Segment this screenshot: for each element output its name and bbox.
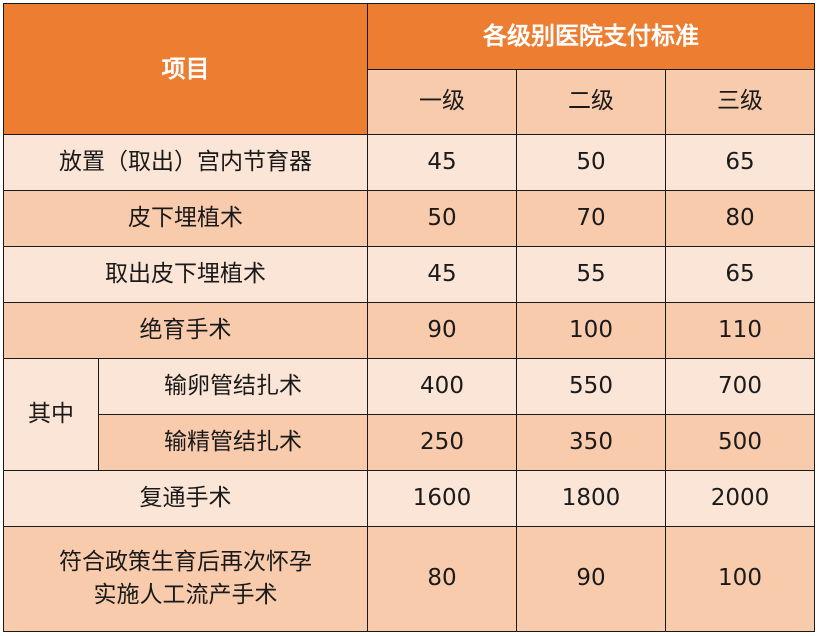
payment-standard-table: 项目 各级别医院支付标准 一级 二级 三级 放置（取出）宫内节育器 45 50 …: [3, 3, 816, 632]
table-row: 符合政策生育后再次怀孕 实施人工流产手术 80 90 100: [3, 526, 816, 632]
row-name: 复通手术: [3, 470, 368, 527]
cell: 70: [516, 190, 666, 247]
cell: 50: [516, 134, 666, 191]
row-name-line-1: 符合政策生育后再次怀孕: [59, 548, 312, 575]
cell: 45: [367, 134, 517, 191]
cell: 400: [367, 358, 517, 415]
header-level-3: 三级: [664, 69, 816, 135]
cell: 2000: [664, 470, 816, 527]
row-name-line-2: 实施人工流产手术: [93, 582, 278, 608]
row-name: 符合政策生育后再次怀孕 实施人工流产手术: [3, 526, 368, 632]
cell: 50: [367, 190, 517, 247]
cell: 80: [367, 526, 517, 632]
table-row: 皮下埋植术 50 70 80: [3, 190, 816, 247]
cell: 90: [516, 526, 666, 632]
cell: 350: [516, 414, 666, 471]
table-row: 复通手术 1600 1800 2000: [3, 470, 816, 527]
sub-group-label: 其中: [3, 358, 99, 471]
cell: 110: [664, 302, 816, 359]
table-row: 输精管结扎术 250 350 500: [3, 414, 816, 471]
table-row: 其中 输卵管结扎术 400 550 700: [3, 358, 816, 471]
header-item: 项目: [3, 3, 368, 135]
cell: 45: [367, 246, 517, 303]
row-name: 输卵管结扎术: [98, 358, 368, 415]
table-row: 放置（取出）宫内节育器 45 50 65: [3, 134, 816, 191]
cell: 90: [367, 302, 517, 359]
cell: 65: [664, 246, 816, 303]
header-group: 各级别医院支付标准: [366, 3, 816, 70]
cell: 500: [664, 414, 816, 471]
cell: 55: [516, 246, 666, 303]
cell: 550: [516, 358, 666, 415]
row-name: 绝育手术: [3, 302, 368, 359]
row-name: 取出皮下埋植术: [3, 246, 368, 303]
table-row: 取出皮下埋植术 45 55 65: [3, 246, 816, 303]
row-name: 放置（取出）宫内节育器: [3, 134, 368, 191]
row-name: 皮下埋植术: [3, 190, 368, 247]
cell: 1600: [367, 470, 517, 527]
cell: 65: [664, 134, 816, 191]
cell: 80: [664, 190, 816, 247]
cell: 1800: [516, 470, 666, 527]
cell: 250: [367, 414, 517, 471]
header-level-1: 一级: [367, 69, 517, 135]
row-name: 输精管结扎术: [98, 414, 368, 471]
cell: 700: [664, 358, 816, 415]
header-level-2: 二级: [516, 69, 666, 135]
cell: 100: [516, 302, 666, 359]
cell: 100: [664, 526, 816, 632]
table-row: 绝育手术 90 100 110: [3, 302, 816, 359]
